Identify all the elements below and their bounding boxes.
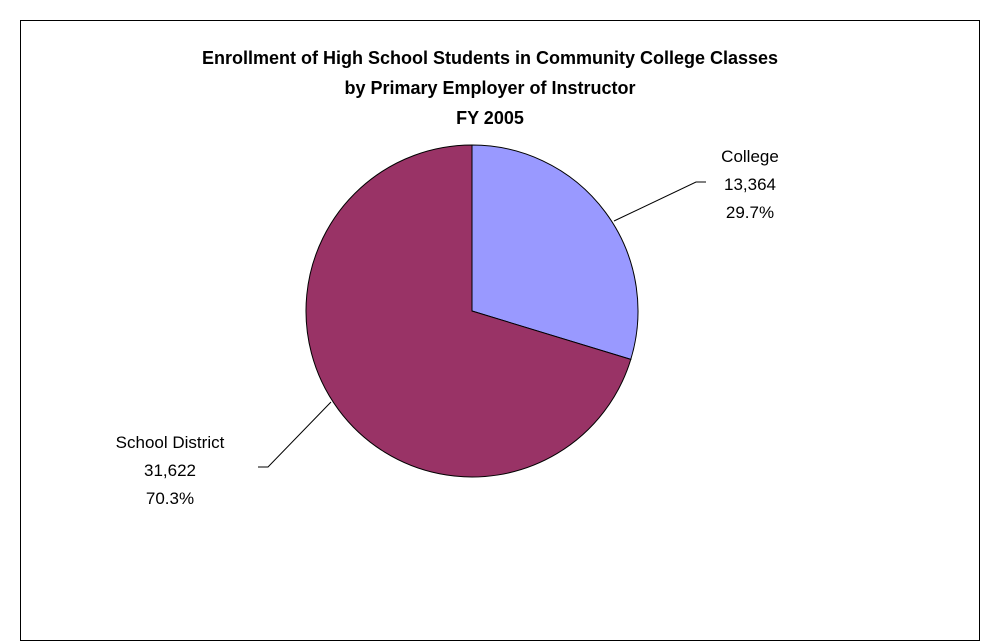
data-label-school-district: School District 31,622 70.3% bbox=[116, 433, 225, 508]
leader-line-school-district bbox=[258, 402, 331, 467]
data-label-school-district-name: School District bbox=[116, 433, 225, 452]
data-label-college: College 13,364 29.7% bbox=[721, 147, 779, 222]
data-label-school-district-percent: 70.3% bbox=[146, 489, 194, 508]
data-label-college-name: College bbox=[721, 147, 779, 166]
data-label-college-value: 13,364 bbox=[724, 175, 776, 194]
chart-title-line-2: by Primary Employer of Instructor bbox=[344, 78, 635, 98]
data-label-college-percent: 29.7% bbox=[726, 203, 774, 222]
leader-line-college bbox=[614, 182, 706, 221]
chart-title-line-3: FY 2005 bbox=[456, 108, 524, 128]
data-label-school-district-value: 31,622 bbox=[144, 461, 196, 480]
chart-title-line-1: Enrollment of High School Students in Co… bbox=[202, 48, 778, 68]
